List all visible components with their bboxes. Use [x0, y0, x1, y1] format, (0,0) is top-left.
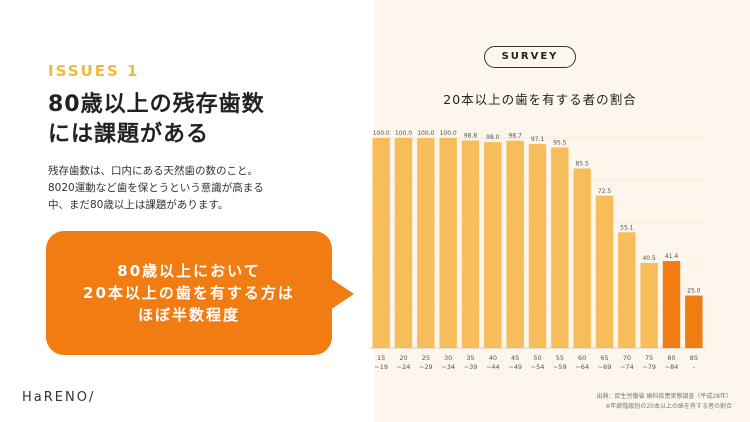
- heading-line-1: 80歳以上の残存歯数: [48, 92, 265, 117]
- brand-logo: HaRENO/: [22, 390, 96, 405]
- x-tick-label: ~44: [486, 363, 500, 371]
- x-tick-label: ~54: [531, 363, 545, 371]
- body-line-1: 残存歯数は、口内にある天然歯の数のこと。: [48, 165, 258, 177]
- left-panel: ISSUES 1 80歳以上の残存歯数 には課題がある 残存歯数は、口内にある天…: [22, 62, 354, 405]
- callout-line-2: 20本以上の歯を有する方は: [83, 284, 295, 302]
- callout-line-1: 80歳以上において: [117, 262, 261, 280]
- x-tick-label: 55: [556, 354, 564, 362]
- issue-label: ISSUES 1: [48, 62, 140, 80]
- bar-70-74: [618, 232, 636, 348]
- x-tick-label: ~24: [397, 363, 411, 371]
- x-tick-label: 75: [645, 354, 653, 362]
- x-tick-label: -: [693, 363, 696, 371]
- x-tick-label: ~49: [508, 363, 522, 371]
- heading-line-2: には課題がある: [48, 122, 210, 147]
- page-heading: 80歳以上の残存歯数 には課題がある: [48, 90, 265, 150]
- bar-65-69: [595, 195, 614, 348]
- x-tick-label: ~29: [419, 363, 433, 371]
- body-line-3: 中、まだ80歳以上は課題があります。: [48, 199, 229, 211]
- x-tick-label: 40: [489, 354, 497, 362]
- x-tick-label: 70: [623, 354, 631, 362]
- callout-box: 80歳以上において 20本以上の歯を有する方は ほぼ半数程度: [46, 231, 332, 355]
- x-tick-label: ~34: [441, 363, 455, 371]
- data-label: 100.0: [440, 130, 457, 137]
- data-label: 98.8: [464, 133, 478, 140]
- chart-title: 20本以上の歯を有する者の割合: [443, 92, 637, 107]
- data-label: 97.1: [531, 136, 545, 143]
- bar-80-84: [662, 261, 681, 348]
- bar-60-64: [573, 168, 591, 348]
- data-label: 100.0: [373, 130, 390, 137]
- bar-20-24: [394, 138, 413, 348]
- x-tick-label: 85: [690, 354, 698, 362]
- x-tick-label: 65: [600, 354, 608, 362]
- x-tick-label: ~79: [642, 363, 656, 371]
- data-label: 40.5: [642, 255, 656, 262]
- bar-30-34: [439, 138, 457, 348]
- x-tick-label: 60: [578, 354, 586, 362]
- data-label: 85.5: [575, 160, 589, 167]
- x-tick-label: ~19: [374, 363, 388, 371]
- bar-85-: [685, 295, 703, 348]
- data-label: 41.4: [665, 253, 679, 260]
- source-note-1: 出典：厚生労働省 歯科疾患実態調査（平成28年）: [596, 393, 732, 400]
- x-tick-label: ~74: [620, 363, 634, 371]
- data-label: 72.5: [598, 188, 612, 195]
- bar-45-49: [506, 140, 524, 348]
- body-text: 残存歯数は、口内にある天然歯の数のこと。 8020運動など歯を保とうという意識が…: [48, 163, 348, 214]
- x-tick-label: ~59: [553, 363, 567, 371]
- body-line-2: 8020運動など歯を保とうという意識が高まる: [48, 182, 264, 194]
- bar-15-19: [372, 138, 390, 348]
- callout-line-3: ほぼ半数程度: [137, 306, 240, 324]
- x-tick-label: ~69: [598, 363, 612, 371]
- bar-25-29: [417, 138, 435, 348]
- bar-55-59: [551, 147, 569, 348]
- data-label: 100.0: [395, 130, 412, 137]
- x-tick-label: 25: [422, 354, 430, 362]
- survey-badge: SURVEY: [484, 46, 576, 68]
- x-tick-label: ~39: [464, 363, 478, 371]
- data-label: 100.0: [417, 130, 434, 137]
- x-tick-label: 30: [444, 354, 452, 362]
- source-note-2: ※年齢階級別の20本以上の歯を有する者の割合: [605, 403, 732, 410]
- data-label: 25.0: [687, 288, 701, 295]
- data-label: 98.7: [508, 133, 522, 140]
- x-tick-label: 20: [399, 354, 407, 362]
- x-tick-label: 50: [533, 354, 541, 362]
- x-tick-label: 35: [466, 354, 474, 362]
- x-tick-label: 80: [667, 354, 675, 362]
- x-tick-label: 45: [511, 354, 519, 362]
- x-tick-label: ~64: [575, 363, 589, 371]
- x-tick-label: ~84: [665, 363, 679, 371]
- bar-40-44: [484, 142, 502, 348]
- x-tick-label: 15: [377, 354, 385, 362]
- data-label: 55.1: [620, 224, 634, 231]
- bar-35-39: [461, 140, 480, 348]
- data-label: 98.0: [486, 134, 500, 141]
- callout-pointer: [330, 278, 354, 310]
- bar-chart: 100.0 15~19 100.0 20~24 100.0 25~29 100.0 30~34…: [370, 130, 705, 371]
- bar-50-54: [528, 144, 547, 348]
- data-label: 95.5: [553, 139, 567, 146]
- bar-75-79: [640, 262, 658, 348]
